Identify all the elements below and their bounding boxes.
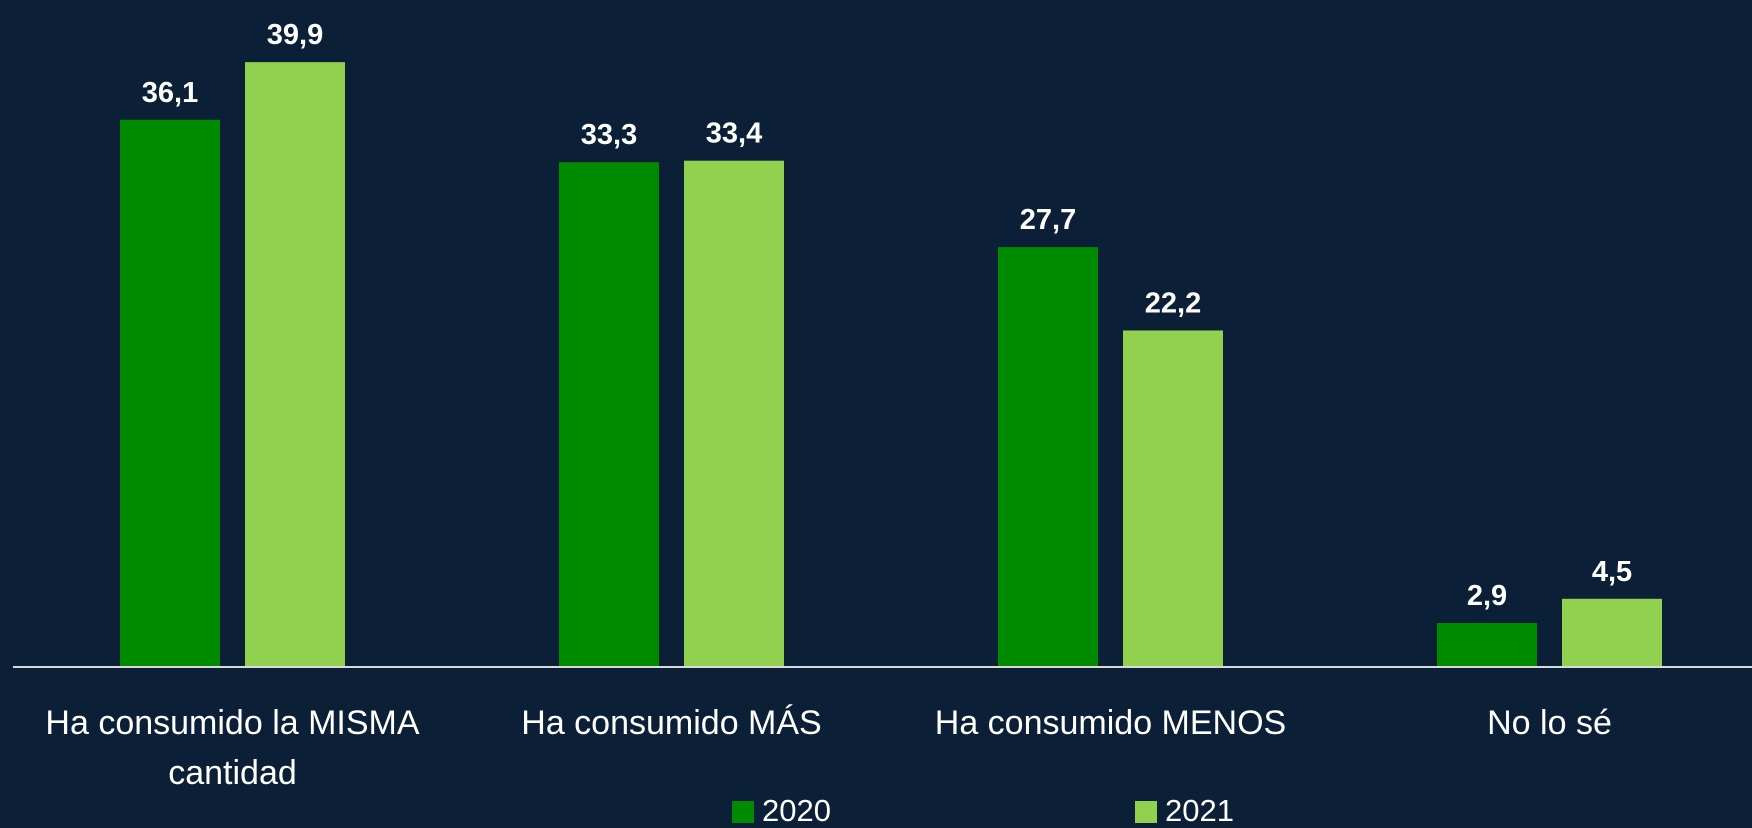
x-tick-label: Ha consumido MÁS bbox=[521, 704, 822, 742]
legend-label: 2020 bbox=[762, 793, 831, 828]
data-label: 2,9 bbox=[1467, 580, 1507, 612]
bar bbox=[1562, 598, 1662, 667]
legend-swatch bbox=[1135, 801, 1157, 823]
data-label: 22,2 bbox=[1145, 287, 1201, 319]
data-label: 36,1 bbox=[142, 77, 198, 109]
legend-swatch bbox=[732, 801, 754, 823]
bar bbox=[120, 119, 220, 667]
x-tick-label: Ha consumido la MISMA cantidad bbox=[45, 704, 420, 792]
data-label: 4,5 bbox=[1592, 556, 1632, 588]
data-label: 39,9 bbox=[267, 19, 323, 51]
x-tick-label: Ha consumido MENOS bbox=[934, 704, 1287, 742]
data-label: 33,4 bbox=[706, 118, 762, 150]
legend-label: 2021 bbox=[1165, 793, 1234, 828]
bar bbox=[998, 247, 1098, 667]
x-tick-label: No lo sé bbox=[1487, 704, 1612, 742]
data-label: 33,3 bbox=[581, 119, 637, 151]
bar bbox=[1123, 330, 1223, 667]
bar bbox=[1437, 623, 1537, 667]
data-label: 27,7 bbox=[1020, 204, 1076, 236]
bar bbox=[559, 162, 659, 667]
bar bbox=[245, 62, 345, 667]
bar bbox=[684, 160, 784, 667]
